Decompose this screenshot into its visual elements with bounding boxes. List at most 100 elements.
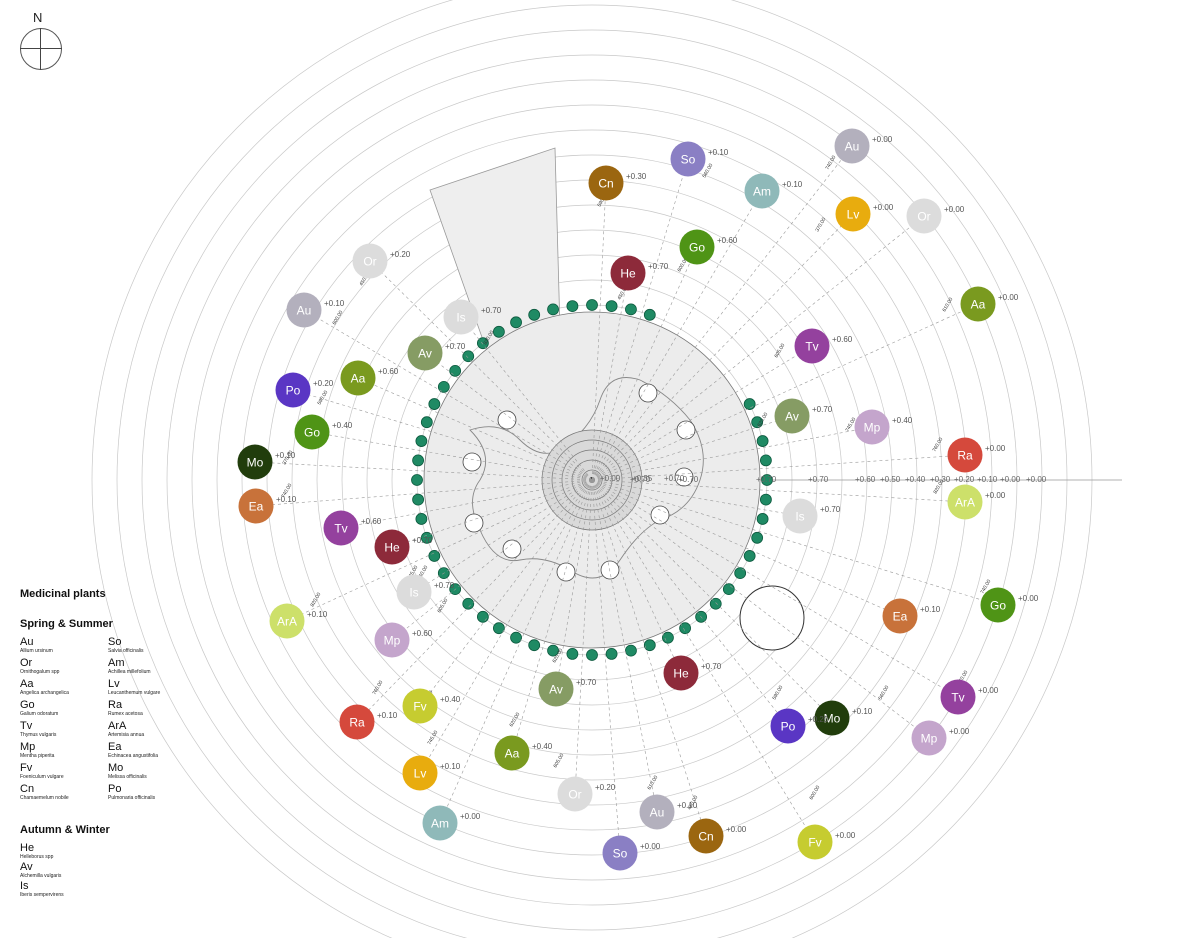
distance-label: 605.00 bbox=[774, 343, 787, 359]
distance-label: 600.00 bbox=[809, 785, 822, 801]
plant-spoke bbox=[591, 272, 629, 481]
tree-dot bbox=[625, 644, 637, 657]
plant-bubble-circle bbox=[906, 198, 942, 234]
tree-dot bbox=[722, 583, 735, 596]
plant-elevation: +0.40 bbox=[440, 695, 461, 704]
legend-entry: Ra Rumex acetosa bbox=[108, 699, 196, 718]
plant-elevation: +0.70 bbox=[434, 581, 455, 590]
legend-latin-name: Mentha piperita bbox=[20, 753, 55, 759]
plant-bubble-circle bbox=[670, 141, 706, 177]
plant-bubble-circle bbox=[494, 735, 530, 771]
tree-dot bbox=[462, 597, 475, 610]
plant-spoke bbox=[292, 389, 593, 481]
plant-bubble: Go +0.40 bbox=[294, 414, 353, 450]
plant-spoke bbox=[391, 479, 593, 641]
plant-bubble: Or +0.00 bbox=[906, 198, 965, 234]
plant-code: So bbox=[613, 847, 628, 861]
plant-elevation: +0.70 bbox=[445, 342, 466, 351]
plant-spoke bbox=[591, 415, 793, 481]
plant-code: Tv bbox=[805, 340, 818, 354]
tree-dot bbox=[759, 493, 772, 506]
plant-spoke bbox=[591, 145, 853, 481]
legend-entry: Mo Melissa officinalis bbox=[108, 762, 196, 781]
legend-code: Ea bbox=[108, 741, 122, 753]
stepping-stone bbox=[600, 560, 620, 580]
plant-bubble: Lv +0.00 bbox=[835, 196, 894, 232]
plant-bubble: Aa +0.40 bbox=[494, 735, 553, 771]
plant-bubble-circle bbox=[238, 488, 274, 524]
plant-elevation: +0.00 bbox=[1018, 594, 1039, 603]
distance-label: 620.00 bbox=[509, 712, 522, 728]
tree-dot bbox=[510, 316, 522, 329]
distance-label: 610.00 bbox=[647, 775, 660, 791]
plant-bubble-circle bbox=[947, 437, 983, 473]
ring-elevation-label: +0.70 bbox=[630, 475, 651, 484]
plant-code: He bbox=[620, 267, 636, 281]
plant-spoke bbox=[439, 479, 593, 824]
legend-code: Cn bbox=[20, 783, 35, 795]
plant-bubble: He +0.70 bbox=[663, 655, 722, 691]
legend-latin-name: Leucanthemum vulgare bbox=[108, 690, 161, 696]
plant-bubble-circle bbox=[744, 173, 780, 209]
legend-entry: So Salvia officinalis bbox=[108, 636, 196, 655]
plant-elevation: +0.70 bbox=[576, 678, 597, 687]
tree-dot bbox=[756, 513, 769, 525]
plant-bubble-circle bbox=[947, 484, 983, 520]
plant-code: Is bbox=[795, 510, 804, 524]
tree-dot bbox=[412, 493, 425, 506]
plant-bubble: ArA +0.10 bbox=[269, 603, 328, 639]
plant-bubble-circle bbox=[557, 776, 593, 812]
plant-spoke bbox=[591, 479, 789, 727]
ring-elevation-label: +0.70 bbox=[756, 475, 777, 484]
plant-bubble-circle bbox=[396, 574, 432, 610]
plant-code: Mp bbox=[921, 732, 938, 746]
tree-dot bbox=[734, 567, 747, 580]
plant-elevation: +0.10 bbox=[852, 707, 873, 716]
tree-dot bbox=[420, 531, 433, 544]
plant-code: Cn bbox=[598, 177, 613, 191]
ring-elevation-label: +0.40 bbox=[905, 475, 926, 484]
plant-bubble-circle bbox=[422, 805, 458, 841]
plant-elevation: +0.60 bbox=[717, 236, 738, 245]
hub-ring bbox=[581, 469, 603, 491]
hub-ring bbox=[561, 449, 623, 511]
tree-dot bbox=[437, 380, 450, 393]
tree-dot bbox=[411, 474, 423, 486]
legend-latin-name: Achillea millefolium bbox=[108, 669, 151, 675]
spring-summer-list: Au Allium ursinum So Salvia officinalis Or Or… bbox=[20, 636, 220, 802]
plant-elevation: +0.10 bbox=[324, 299, 345, 308]
tree-dot bbox=[528, 639, 541, 652]
plant-spoke bbox=[419, 479, 593, 707]
plant-bubble-circle bbox=[538, 671, 574, 707]
tree-dot bbox=[643, 308, 656, 321]
plant-spoke bbox=[591, 479, 658, 813]
tree-dot bbox=[605, 300, 618, 313]
legend-code: Po bbox=[108, 783, 122, 795]
plant-bubble-circle bbox=[339, 704, 375, 740]
north-arrow: N bbox=[20, 10, 62, 70]
legend-code: Or bbox=[20, 657, 33, 669]
tree-dot bbox=[547, 303, 559, 316]
plant-elevation: +0.60 bbox=[378, 367, 399, 376]
legend-latin-name: Iberis sempervirens bbox=[20, 892, 64, 898]
plant-code: Mp bbox=[864, 421, 881, 435]
ring-elevation-label: +0.10 bbox=[977, 475, 998, 484]
plant-bubble-circle bbox=[294, 414, 330, 450]
plant-spoke bbox=[591, 479, 801, 517]
plant-code: Aa bbox=[351, 372, 366, 386]
tree-dot bbox=[643, 639, 656, 652]
tree-dot bbox=[709, 597, 722, 610]
legend-latin-name: Thymus vulgaris bbox=[20, 732, 57, 738]
legend-entry: Is Iberis sempervirens bbox=[20, 880, 220, 899]
plant-bubble: He +0.70 bbox=[610, 255, 669, 291]
plant-code: Ea bbox=[249, 500, 264, 514]
tree-dot bbox=[586, 649, 598, 661]
plant-spoke bbox=[591, 213, 854, 481]
plant-elevation: +0.10 bbox=[920, 605, 941, 614]
plant-bubble-circle bbox=[323, 510, 359, 546]
plant-bubbles: Cn +0.30 So +0.10 Au +0.00 Am +0.10 Lv +0.00 Or +0.… bbox=[237, 128, 1039, 871]
plant-bubble: Ra +0.10 bbox=[339, 704, 398, 740]
plant-code: Ra bbox=[349, 716, 365, 730]
tree-dot bbox=[547, 644, 559, 657]
ring-elevation-label: +0.50 bbox=[880, 475, 901, 484]
